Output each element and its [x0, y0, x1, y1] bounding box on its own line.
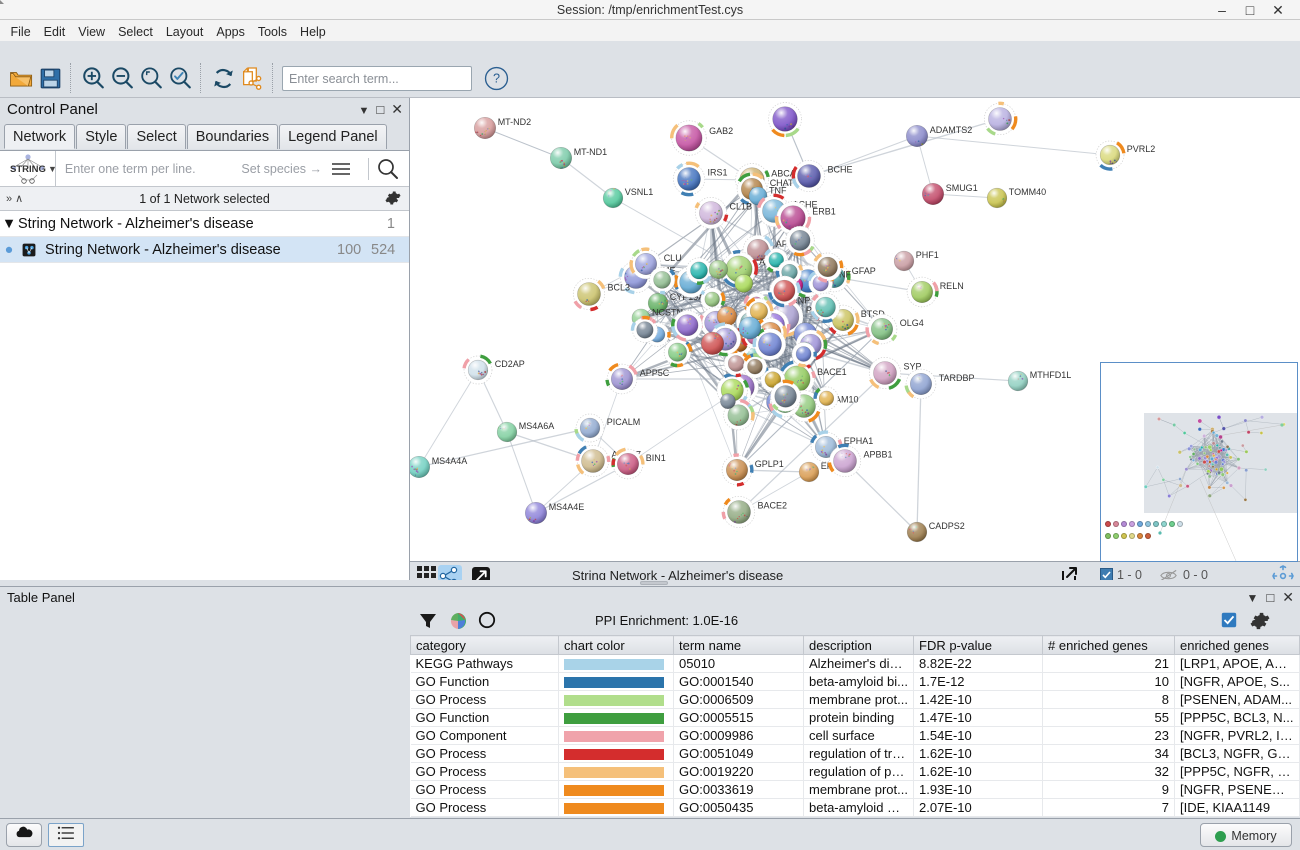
- svg-text:STRING: STRING: [10, 164, 46, 175]
- svg-text:IRS1: IRS1: [708, 168, 728, 178]
- svg-text:TARDBP: TARDBP: [939, 373, 975, 383]
- svg-text:SMUG1: SMUG1: [946, 183, 978, 193]
- svg-text:MS4A6A: MS4A6A: [519, 421, 555, 431]
- svg-text:MS4A4A: MS4A4A: [432, 456, 468, 466]
- svg-text:MT-ND2: MT-ND2: [498, 117, 532, 127]
- svg-text:PICALM: PICALM: [607, 417, 641, 427]
- svg-text:CD2AP: CD2AP: [495, 359, 525, 369]
- svg-text:CL1B: CL1B: [730, 202, 753, 212]
- svg-text:RELN: RELN: [940, 281, 964, 291]
- svg-text:GAB2: GAB2: [709, 126, 733, 136]
- svg-text:PHF1: PHF1: [916, 250, 939, 260]
- svg-text:TNF: TNF: [769, 185, 787, 195]
- svg-text:APP5C: APP5C: [640, 368, 670, 378]
- svg-text:ERB1: ERB1: [812, 206, 836, 216]
- svg-text:APBB1: APBB1: [864, 450, 893, 460]
- svg-text:VSNL1: VSNL1: [625, 187, 654, 197]
- svg-text:BACE1: BACE1: [817, 367, 847, 377]
- svg-text:OLG4: OLG4: [900, 318, 924, 328]
- svg-text:PVRL2: PVRL2: [1127, 144, 1156, 154]
- svg-text:MS4A4E: MS4A4E: [549, 502, 585, 512]
- svg-text:GPLP1: GPLP1: [755, 459, 784, 469]
- svg-text:ADAMTS2: ADAMTS2: [930, 125, 973, 135]
- svg-text:CLU: CLU: [664, 253, 682, 263]
- svg-text:MTHFD1L: MTHFD1L: [1030, 370, 1072, 380]
- svg-text:BACE2: BACE2: [758, 501, 788, 511]
- svg-text:CADPS2: CADPS2: [929, 521, 965, 531]
- svg-text:TOMM40: TOMM40: [1009, 187, 1046, 197]
- svg-text:MT-ND1: MT-ND1: [574, 147, 608, 157]
- svg-text:BCL3: BCL3: [608, 283, 631, 293]
- svg-text:GFAP: GFAP: [852, 266, 876, 276]
- svg-text:BIN1: BIN1: [646, 453, 666, 463]
- svg-text:?: ?: [493, 72, 500, 86]
- svg-text:BCHE: BCHE: [828, 165, 853, 175]
